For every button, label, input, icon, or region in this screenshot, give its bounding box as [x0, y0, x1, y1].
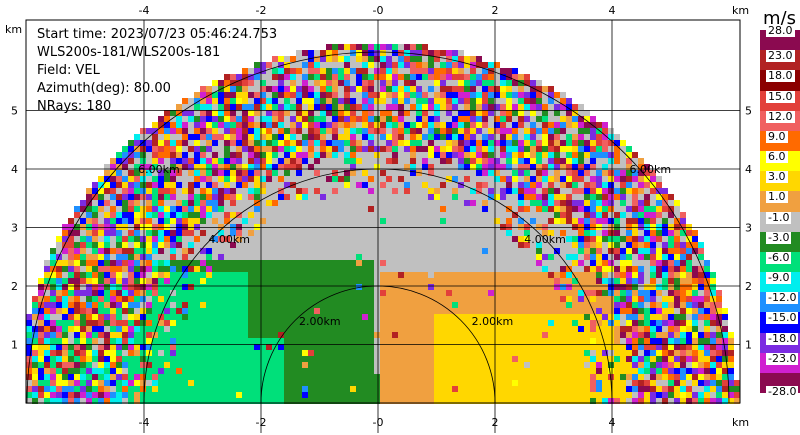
colorbar-label: 1.0	[766, 190, 788, 204]
x-tick-label-bottom: 2	[492, 416, 499, 429]
y-tick-label-left: 1	[11, 339, 18, 352]
x-tick-label-top: -2	[256, 4, 267, 17]
colorbar-label: 9.0	[766, 129, 788, 143]
ring-label: 6.00km	[630, 163, 672, 176]
x-tick-label-top: -0	[373, 4, 384, 17]
range-ring-2km	[260, 285, 496, 404]
instrument-text: WLS200s-181/WLS200s-181	[37, 45, 221, 60]
ring-label: 2.00km	[299, 315, 341, 328]
info-panel: Start time: 2023/07/23 05:46:24.753 WLS2…	[37, 26, 277, 116]
colorbar-label: -18.0	[766, 331, 799, 345]
colorbar-label: -1.0	[766, 210, 792, 224]
start-time-text: Start time: 2023/07/23 05:46:24.753	[37, 27, 278, 42]
colorbar-label: -3.0	[766, 230, 792, 244]
colorbar-label: 3.0	[766, 170, 788, 184]
colorbar-label: 23.0	[766, 49, 795, 63]
colorbar-label: 28.0	[766, 24, 795, 37]
y-tick-label-left: 5	[11, 105, 18, 118]
colorbar-label: -28.0	[766, 385, 799, 398]
unit-label: km	[732, 4, 749, 17]
ring-label: 4.00km	[524, 233, 566, 246]
x-tick-label-bottom: -4	[139, 416, 150, 429]
ring-label: 2.00km	[472, 315, 514, 328]
colorbar-label: -23.0	[766, 351, 799, 365]
velocity-field	[26, 44, 740, 404]
y-tick-label-right: 2	[745, 280, 752, 293]
y-tick-label-left: 2	[11, 280, 18, 293]
x-tick-label-top: 4	[609, 4, 616, 17]
azimuth-text: Azimuth(deg): 80.00	[37, 81, 171, 96]
range-ring-6km	[26, 51, 730, 404]
y-tick-label-left: 4	[11, 163, 18, 176]
colorbar-label: -12.0	[766, 291, 799, 305]
x-tick-label-top: -4	[139, 4, 150, 17]
range-ring-4km	[143, 168, 613, 404]
unit-label: km	[5, 23, 22, 36]
y-tick-label-right: 4	[745, 163, 752, 176]
x-tick-label-bottom: 4	[609, 416, 616, 429]
unit-label: km	[732, 416, 749, 429]
x-tick-label-bottom: -0	[373, 416, 384, 429]
plot-frame	[25, 19, 741, 404]
y-tick-label-right: 1	[745, 339, 752, 352]
colorbar-label: 15.0	[766, 89, 795, 103]
ring-label: 6.00km	[138, 163, 180, 176]
y-tick-label-right: 5	[745, 105, 752, 118]
y-tick-label-right: 3	[745, 222, 752, 235]
colorbar-title: m/s	[763, 8, 796, 29]
nrays-text: NRays: 180	[37, 99, 112, 114]
field-text: Field: VEL	[37, 63, 100, 78]
colorbar-label: 12.0	[766, 109, 795, 123]
ring-label: 4.00km	[208, 233, 250, 246]
colorbar-label: 18.0	[766, 69, 795, 83]
colorbar-label: -6.0	[766, 250, 792, 264]
x-tick-label-bottom: -2	[256, 416, 267, 429]
colorbar-label: -15.0	[766, 311, 799, 325]
colorbar-label: 6.0	[766, 150, 788, 163]
colorbar-label: -9.0	[766, 271, 792, 284]
x-tick-label-top: 2	[492, 4, 499, 17]
y-tick-label-left: 3	[11, 222, 18, 235]
